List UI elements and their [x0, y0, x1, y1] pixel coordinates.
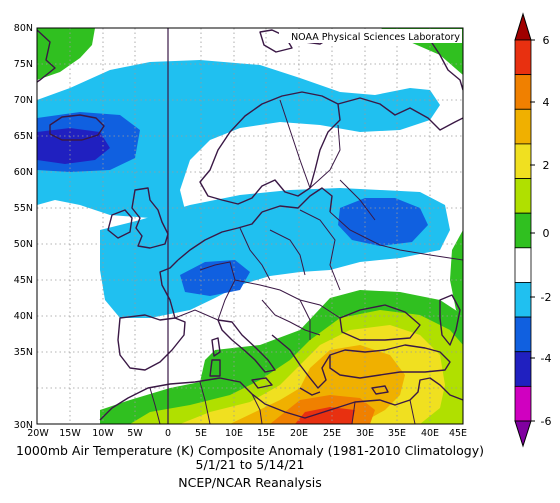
lat-label: 50N: [14, 239, 33, 250]
lon-label: 5E: [195, 428, 207, 439]
lon-label: 25E: [323, 428, 341, 439]
contour-cold-core-central: [180, 260, 250, 296]
colorbar-tick-labels: 6 4 2 0 -2 -4 -6: [541, 34, 552, 428]
colorbar-arrow-top: [514, 12, 532, 41]
colorbar-arrow-bottom: [514, 420, 532, 448]
lat-label: 60N: [14, 167, 33, 178]
colorbar-segment: [514, 282, 532, 318]
colorbar-label: -6: [541, 415, 552, 428]
coast-europe-west: [177, 211, 263, 261]
coast-north-russia: [337, 97, 463, 131]
coast-ireland: [107, 209, 133, 239]
lon-label: 15W: [59, 428, 81, 439]
colorbar-segments: [514, 12, 532, 448]
lat-label: 80N: [14, 23, 33, 34]
coast-scandinavia: [199, 91, 341, 205]
lat-label: 65N: [14, 131, 33, 142]
colorbar-label: 2: [543, 159, 550, 172]
lon-label: 15E: [257, 428, 275, 439]
plot-frame: [36, 27, 464, 425]
coast-greenland: [37, 29, 56, 83]
credit-text: NOAA Physical Sciences Laboratory: [291, 32, 460, 43]
lon-label: 35E: [388, 428, 406, 439]
contour-warm-south-red: [295, 407, 355, 424]
lon-label: 10W: [92, 428, 114, 439]
coast-caspian: [439, 294, 461, 346]
lon-label: 10E: [225, 428, 243, 439]
longitude-labels: 20W 15W 10W 5W 0 5E 10E 15E 20E 25E 30E …: [27, 428, 467, 439]
contour-negative-north: [37, 60, 440, 218]
colorbar-segment: [514, 385, 532, 422]
lon-label: 40E: [421, 428, 439, 439]
contour-cold-core-east: [338, 198, 428, 246]
coast-black-sea: [339, 304, 421, 341]
country-borders: [149, 99, 463, 424]
colorbar-label: 0: [543, 227, 550, 240]
lat-label: 40N: [14, 311, 33, 322]
colorbar-segment: [514, 351, 532, 387]
colorbar-label: -4: [541, 352, 552, 365]
lat-label: 75N: [14, 59, 33, 70]
colorbar-label: 6: [543, 34, 550, 47]
latitude-labels: 80N 75N 70N 65N 60N 55N 50N 45N 40N 35N …: [14, 23, 33, 431]
lon-label: 30E: [356, 428, 374, 439]
colorbar-segment: [514, 178, 532, 214]
lon-label: 5W: [127, 428, 143, 439]
colorbar-label: -2: [541, 291, 552, 304]
coast-great-britain: [131, 187, 169, 249]
coast-italy: [217, 319, 276, 373]
contour-positive-nw: [37, 28, 95, 80]
coast-baltic: [261, 187, 333, 213]
colorbar-segment: [514, 143, 532, 179]
caption-title: 1000mb Air Temperature (K) Composite Ano…: [16, 443, 484, 458]
coast-svalbard: [259, 29, 293, 53]
colorbar-label: 4: [543, 96, 550, 109]
colorbar-ticks: [530, 39, 535, 422]
coast-balkans: [271, 334, 331, 389]
colorbar-segment: [514, 39, 532, 76]
lat-label: 30N: [14, 420, 33, 431]
colorbar-segment: [514, 108, 532, 145]
lon-label: 45E: [449, 428, 467, 439]
lon-label: 20W: [27, 428, 49, 439]
lon-label: 20E: [290, 428, 308, 439]
colorbar-segment: [514, 316, 532, 353]
lat-label: 35N: [14, 347, 33, 358]
caption-dates: 5/1/21 to 5/14/21: [195, 457, 305, 472]
lat-label: 70N: [14, 95, 33, 106]
coast-france: [159, 259, 179, 319]
anomaly-field: [37, 28, 463, 424]
caption-source: NCEP/NCAR Reanalysis: [178, 475, 322, 490]
colorbar-segment: [514, 74, 532, 110]
lat-label: 45N: [14, 275, 33, 286]
credit-box: [279, 29, 462, 43]
lat-label: 55N: [14, 203, 33, 214]
coast-iberia: [117, 314, 186, 371]
colorbar: 6 4 2 0 -2 -4 -6: [514, 12, 552, 448]
coast-novaya-zemlya: [429, 39, 463, 91]
lon-label: 0: [165, 428, 171, 439]
coast-iceland: [49, 114, 105, 141]
colorbar-segment: [514, 212, 532, 249]
colorbar-segment: [514, 247, 532, 283]
coast-turkey: [329, 344, 451, 379]
